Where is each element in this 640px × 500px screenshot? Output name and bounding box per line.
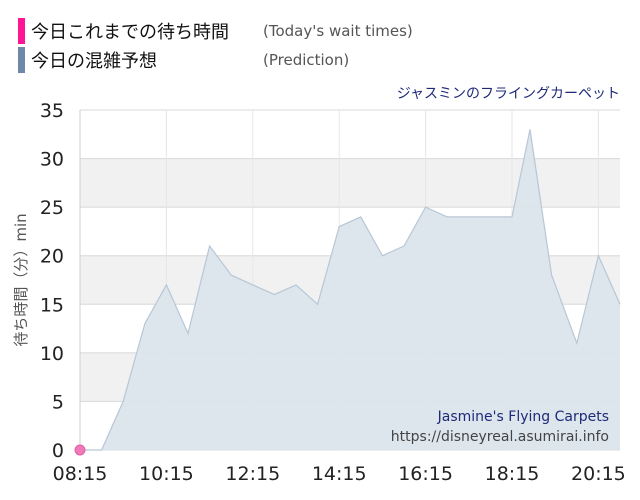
y-tick-label: 20 xyxy=(40,246,64,268)
legend-item-actual: 今日これまでの待ち時間 (Today's wait times) xyxy=(18,18,413,44)
x-tick-label: 16:15 xyxy=(398,463,453,485)
prediction-area xyxy=(80,129,620,450)
y-axis-label: 待ち時間（分）min xyxy=(12,213,30,346)
y-tick-label: 10 xyxy=(40,343,64,365)
y-tick-label: 30 xyxy=(40,149,64,171)
legend-label-en: (Today's wait times) xyxy=(263,22,413,40)
legend-swatch-prediction xyxy=(18,47,25,73)
chart-title: ジャスミンのフライングカーペット xyxy=(397,86,620,102)
grid-band xyxy=(80,110,620,159)
y-tick-label: 35 xyxy=(40,100,64,122)
legend-item-prediction: 今日の混雑予想 (Prediction) xyxy=(18,47,349,73)
y-tick-label: 15 xyxy=(40,294,64,316)
x-tick-label: 14:15 xyxy=(312,463,367,485)
y-tick-label: 0 xyxy=(52,440,64,462)
prediction-line xyxy=(80,129,621,451)
y-tick-label: 25 xyxy=(40,197,64,219)
x-tick-label: 20:15 xyxy=(571,463,626,485)
legend-label-jp: 今日の混雑予想 xyxy=(31,51,157,72)
x-tick-label: 08:15 xyxy=(53,463,108,485)
legend-label-jp: 今日これまでの待ち時間 xyxy=(31,22,229,43)
watermark-title: Jasmine's Flying Carpets xyxy=(437,409,609,425)
watermark-url: https://disneyreal.asumirai.info xyxy=(391,429,609,445)
x-tick-label: 18:15 xyxy=(485,463,540,485)
x-tick-label: 10:15 xyxy=(139,463,194,485)
legend-label-en: (Prediction) xyxy=(263,51,350,69)
actual-data-point xyxy=(74,444,86,456)
x-tick-label: 12:15 xyxy=(225,463,280,485)
legend-swatch-actual xyxy=(18,18,25,44)
y-tick-label: 5 xyxy=(52,391,64,413)
